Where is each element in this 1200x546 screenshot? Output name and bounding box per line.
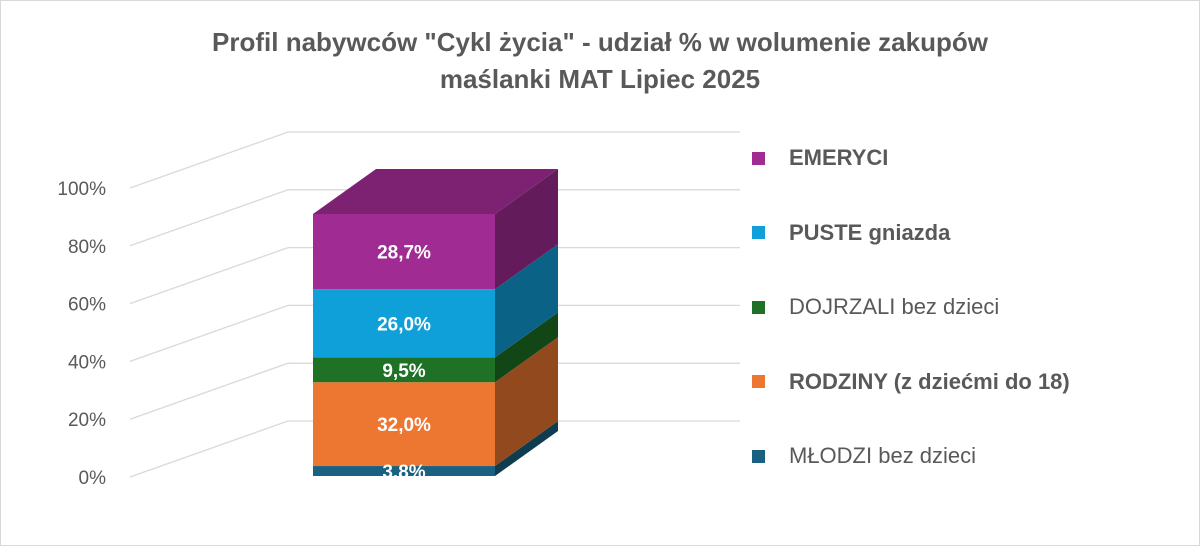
legend-label-1: RODZINY (z dziećmi do 18) xyxy=(789,368,1070,394)
gridline-100 xyxy=(129,131,740,189)
segment-2-side xyxy=(495,312,558,383)
legend-item-3: PUSTE gniazda xyxy=(752,215,950,251)
chart-title-line-2: maślanki MAT Lipiec 2025 xyxy=(439,64,761,94)
data-label-2: 9,5% xyxy=(382,361,425,382)
y-axis-tick-labels: 0% 20% 40% 60% 80% 100% xyxy=(57,179,106,489)
gridlines xyxy=(129,131,740,478)
legend-label-3: PUSTE gniazda xyxy=(789,219,951,245)
gridline-40 xyxy=(129,304,740,363)
y-tick-label-60: 60% xyxy=(68,295,106,316)
segment-4-top xyxy=(313,169,558,214)
y-tick-label-100: 100% xyxy=(57,179,106,200)
segment-1-side xyxy=(495,337,558,467)
legend-item-2: DOJRZALI bez dzieci xyxy=(752,289,999,325)
chart-title-line-1: Profil nabywców "Cykl życia" - udział % … xyxy=(212,27,988,57)
data-label-3: 26,0% xyxy=(377,314,431,335)
gridline-0 xyxy=(129,420,740,478)
stacked-bar xyxy=(313,169,558,476)
segment-3-side xyxy=(495,244,558,358)
legend-label-2: DOJRZALI bez dzieci xyxy=(789,294,1000,319)
legend-swatch-0 xyxy=(752,449,765,463)
segment-1-front xyxy=(313,382,495,467)
legend-item-1: RODZINY (z dziećmi do 18) xyxy=(752,364,1070,400)
legend-label-0: MŁODZI bez dzieci xyxy=(789,443,977,468)
segment-0-front xyxy=(313,466,495,476)
y-tick-label-20: 20% xyxy=(68,410,106,431)
legend-swatch-2 xyxy=(752,300,765,314)
legend-swatch-3 xyxy=(752,226,765,239)
segment-3-front xyxy=(313,289,495,358)
legend-item-4: EMERYCI xyxy=(752,140,888,176)
segment-4-side xyxy=(495,169,558,290)
data-label-4: 28,7% xyxy=(377,243,431,264)
data-labels: 3,8% 32,0% 9,5% 26,0% 28,7% xyxy=(377,243,431,483)
data-label-0: 3,8% xyxy=(382,462,425,483)
data-label-1: 32,0% xyxy=(377,415,431,436)
legend-swatch-1 xyxy=(752,375,765,388)
gridline-80 xyxy=(129,189,740,247)
legend-label-4: EMERYCI xyxy=(789,145,889,170)
y-tick-label-0: 0% xyxy=(79,468,107,489)
gridline-20 xyxy=(129,362,740,420)
segment-2-front xyxy=(313,357,495,383)
segment-0-side xyxy=(495,421,558,476)
chart-title: Profil nabywców "Cykl życia" - udział % … xyxy=(0,24,1200,98)
legend-item-0: MŁODZI bez dzieci xyxy=(752,438,976,474)
legend-swatch-4 xyxy=(752,151,765,165)
y-tick-label-40: 40% xyxy=(68,352,106,373)
y-tick-label-80: 80% xyxy=(68,237,106,258)
segment-4-front xyxy=(313,214,495,290)
gridline-60 xyxy=(129,246,740,305)
